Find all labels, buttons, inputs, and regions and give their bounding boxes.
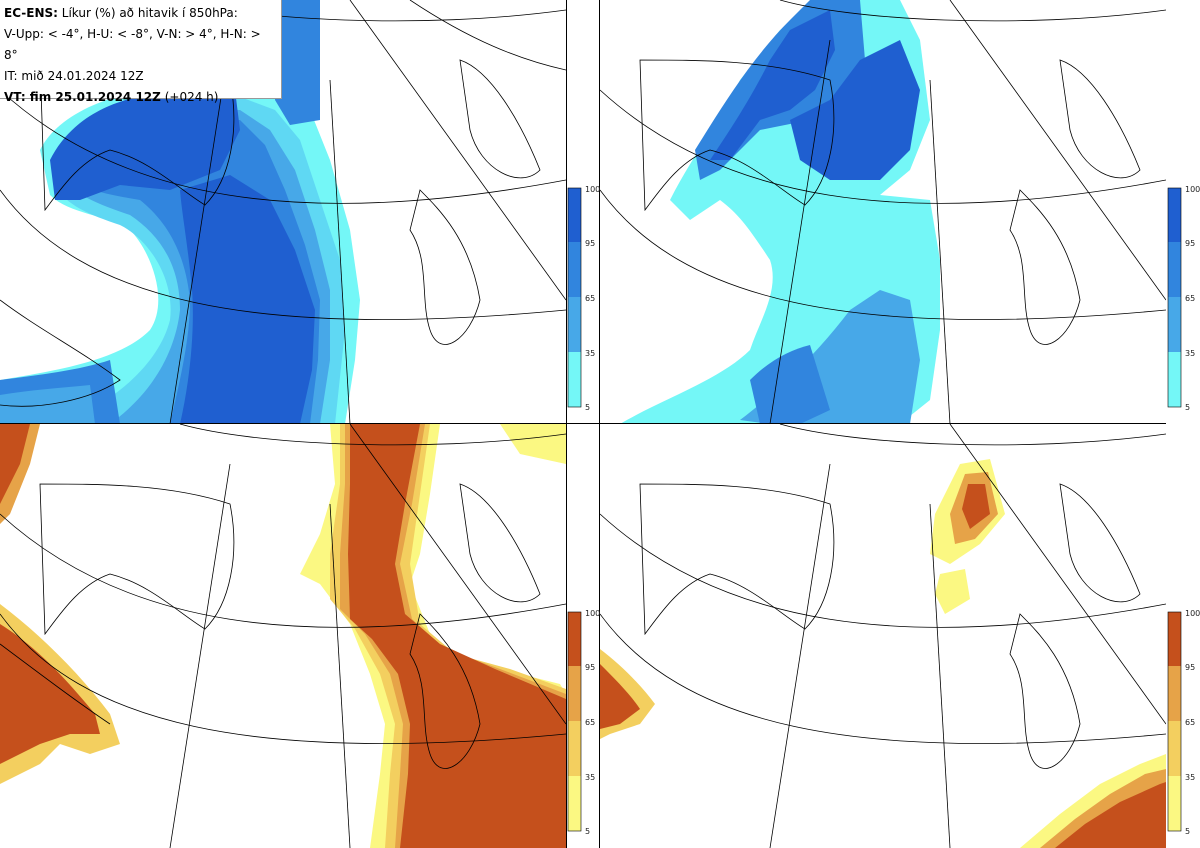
colorbar-band <box>568 188 581 242</box>
colorbar-svg: 100 95 65 35 5 <box>567 609 600 836</box>
map-outlines <box>600 0 1166 424</box>
tick-label: 95 <box>585 663 595 672</box>
tick-label: 100 <box>585 610 600 618</box>
tick-label: 35 <box>585 773 595 782</box>
vertical-divider-right <box>599 0 600 848</box>
tick-label: 5 <box>1185 403 1190 412</box>
probability-field <box>600 459 1166 848</box>
tick-label: 100 <box>585 186 600 194</box>
tick-label: 5 <box>585 403 590 412</box>
tick-label: 100 <box>1185 610 1200 618</box>
title-text: Líkur (%) að hitavik í 850hPa: <box>61 6 238 20</box>
colorbar-band <box>568 297 581 352</box>
tick-label: 5 <box>1185 827 1190 836</box>
map-panel-v-n <box>0 424 566 848</box>
colorbar-band <box>568 352 581 407</box>
vertical-divider-left <box>566 0 567 848</box>
colorbar-cold-1: 100 95 65 35 5 <box>566 185 616 416</box>
tick-label: 65 <box>1185 294 1195 303</box>
info-box: EC-ENS: Líkur (%) að hitavik í 850hPa: V… <box>0 0 282 104</box>
init-time: IT: mið 24.01.2024 12Z <box>4 69 144 83</box>
lead-time: (+024 h) <box>164 90 219 104</box>
tick-label: 35 <box>585 349 595 358</box>
colorbar-svg: 100 95 65 35 5 <box>1167 185 1200 412</box>
tick-label: 100 <box>1185 186 1200 194</box>
tick-label: 65 <box>585 294 595 303</box>
product-label: EC-ENS: <box>4 6 58 20</box>
probability-field <box>0 0 360 424</box>
colorbar-warm-1: 100 95 65 35 5 <box>566 609 616 840</box>
tick-label: 35 <box>1185 349 1195 358</box>
tick-label: 95 <box>585 239 595 248</box>
map-panel-h-u <box>600 0 1166 424</box>
probability-field <box>620 0 940 424</box>
valid-time: VT: fim 25.01.2024 12Z <box>4 90 161 104</box>
legend-line: V-Upp: < -4°, H-U: < -8°, V-N: > 4°, H-N… <box>4 27 261 62</box>
map-panel-v-upp <box>0 0 566 424</box>
tick-label: 65 <box>585 718 595 727</box>
tick-label: 95 <box>1185 663 1195 672</box>
horizontal-divider <box>0 423 1166 424</box>
tick-label: 5 <box>585 827 590 836</box>
tick-label: 35 <box>1185 773 1195 782</box>
map-outlines <box>600 424 1166 848</box>
colorbar-cold-2: 100 95 65 35 5 <box>1166 185 1200 416</box>
colorbar-svg: 100 95 65 35 5 <box>1167 609 1200 836</box>
colorbar-warm-2: 100 95 65 35 5 <box>1166 609 1200 840</box>
colorbar-band <box>568 242 581 297</box>
tick-label: 65 <box>1185 718 1195 727</box>
probability-field <box>0 424 566 848</box>
map-panel-h-n <box>600 424 1166 848</box>
tick-label: 95 <box>1185 239 1195 248</box>
map-outlines <box>0 424 566 848</box>
colorbar-svg: 100 95 65 35 5 <box>567 185 600 412</box>
